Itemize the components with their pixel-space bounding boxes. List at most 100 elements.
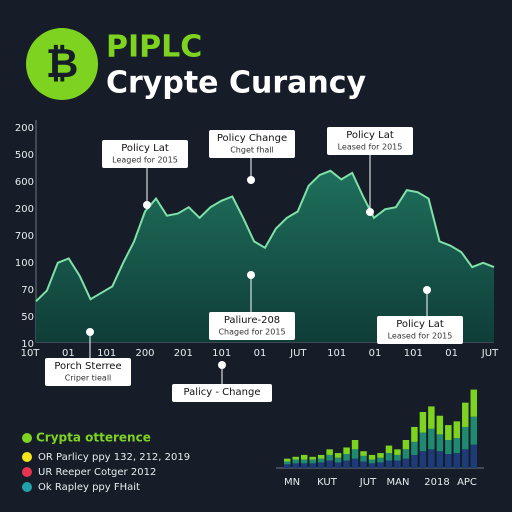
- x-tick-label: 101: [404, 348, 423, 359]
- x-tick-label: JUT: [359, 477, 377, 488]
- bar-segment: [402, 440, 410, 450]
- bar-segment: [470, 444, 477, 468]
- bar-segment: [317, 454, 325, 459]
- x-tick-label: 101: [212, 348, 231, 359]
- callout-subtitle: Leaged for 2015: [112, 156, 178, 165]
- bar-segment: [300, 463, 308, 468]
- bar-segment: [309, 456, 316, 460]
- bar-segment: [317, 462, 325, 468]
- bar-segment: [326, 460, 333, 468]
- x-tick-label: 101: [327, 348, 346, 359]
- callout-box: [209, 130, 295, 158]
- callout-subtitle: Chaged for 2015: [218, 328, 285, 337]
- callout-subtitle: Leased for 2015: [388, 332, 453, 341]
- bar-segment: [292, 463, 299, 468]
- bar-segment: [377, 457, 384, 463]
- legend-dot: [22, 452, 32, 462]
- bar-segment: [453, 453, 461, 468]
- y-tick-label: 70: [21, 285, 34, 296]
- bar-segment: [385, 460, 393, 468]
- x-tick-label: 01: [369, 348, 382, 359]
- y-tick-label: 200: [15, 123, 34, 134]
- bar-segment: [317, 458, 325, 463]
- bar-segment: [284, 464, 291, 468]
- bar-segment: [453, 438, 461, 454]
- bar-segment: [428, 406, 435, 429]
- x-tick-label: 201: [174, 348, 193, 359]
- bar-chart: MN KUT JUT MAN 2018 APC: [276, 389, 484, 488]
- callout-box: [327, 127, 413, 155]
- bar-segment: [436, 415, 444, 435]
- bar-segment: [428, 449, 435, 468]
- y-tick-label: 700: [15, 231, 34, 242]
- callout-box: [102, 140, 188, 168]
- x-tick-label: MN: [284, 477, 300, 488]
- bar-segment: [343, 447, 350, 454]
- bar-segment: [419, 432, 427, 452]
- bar-segment: [343, 460, 350, 468]
- y-tick-label: 50: [21, 312, 34, 323]
- x-tick-label: 01: [445, 348, 458, 359]
- area-line: [35, 169, 495, 303]
- brand: PIPLC: [106, 30, 202, 65]
- bar-segment: [445, 440, 452, 454]
- bar-segment: [300, 459, 308, 464]
- bar-segment: [368, 459, 376, 464]
- legend-dot: [22, 433, 32, 443]
- bar-segment: [385, 453, 393, 461]
- bar-segment: [351, 440, 359, 450]
- bar-segment: [309, 459, 316, 464]
- legend-title: Crypta otterence: [36, 431, 151, 445]
- marker: [218, 361, 226, 369]
- bar-segment: [436, 451, 444, 468]
- legend-dot: [22, 467, 32, 477]
- callout-box: [172, 384, 272, 402]
- bar-segment: [292, 456, 299, 460]
- bar-segment: [419, 412, 427, 433]
- x-tick-label: 2018: [424, 477, 449, 488]
- title: Crypte Curancy: [106, 66, 367, 101]
- bar-segment: [351, 458, 359, 468]
- callout-subtitle: Leased for 2015: [338, 143, 403, 152]
- callout-subtitle: Chget fhall: [230, 146, 274, 155]
- legend-dot: [22, 482, 32, 492]
- bar-segment: [368, 454, 376, 460]
- bar-segment: [453, 421, 461, 439]
- svg-text:₿: ₿: [46, 41, 79, 87]
- y-tick-label: 600: [15, 177, 34, 188]
- bar-segment: [292, 459, 299, 464]
- legend-label: OR Parlicy ppy 132, 212, 2019: [38, 452, 190, 463]
- x-tick-label: JUT: [481, 348, 499, 359]
- bar-segment: [436, 434, 444, 452]
- bar-segment: [411, 454, 418, 468]
- bar-segment: [385, 445, 393, 454]
- logo: ₿: [26, 28, 98, 100]
- y-tick-label: 100: [15, 258, 34, 269]
- bar-segment: [309, 463, 316, 468]
- x-tick-label: 10T: [21, 348, 41, 359]
- y-tick-label: 10: [21, 339, 34, 350]
- bar-segment: [326, 454, 333, 461]
- callout-box: [45, 358, 131, 386]
- callout-title: Paliure-208: [224, 315, 280, 326]
- bar-segment: [343, 454, 350, 461]
- bar-segment: [462, 402, 469, 427]
- bar-segment: [411, 426, 418, 442]
- marker: [247, 271, 255, 279]
- bar-segment: [377, 462, 384, 468]
- bar-segment: [402, 458, 410, 468]
- bar-segment: [462, 426, 469, 450]
- callout-title: Palicy - Change: [184, 387, 261, 398]
- y-tick-label: 500: [15, 150, 34, 161]
- bar-segment: [419, 451, 427, 468]
- bar-segment: [351, 449, 359, 459]
- x-tick-label: JUT: [289, 348, 307, 359]
- bar-segment: [445, 425, 452, 440]
- bar-segment: [334, 453, 342, 458]
- bar-segment: [300, 454, 308, 460]
- bar-segment: [284, 458, 291, 462]
- x-tick-label: KUT: [317, 477, 338, 488]
- callout-subtitle: Criper tieall: [65, 374, 112, 383]
- y-tick-label: 200: [15, 204, 34, 215]
